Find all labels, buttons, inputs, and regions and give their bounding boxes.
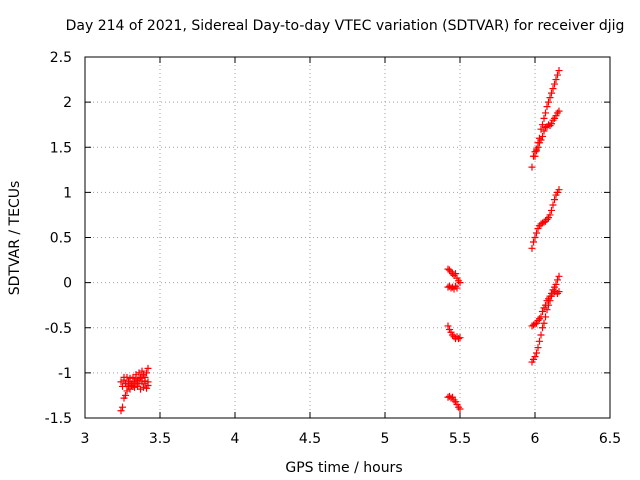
data-point-marker (444, 322, 452, 330)
data-point-marker (530, 238, 537, 246)
data-point-marker (552, 76, 560, 84)
data-point-marker (447, 284, 455, 292)
data-point-marker (539, 308, 546, 316)
data-point-marker (543, 306, 551, 314)
data-point-marker (551, 196, 558, 204)
data-point-marker (141, 377, 149, 385)
data-point-marker (548, 206, 555, 214)
data-point-marker (131, 383, 138, 391)
data-point-marker (555, 272, 563, 280)
data-point-marker (138, 367, 146, 375)
chart-title: Day 214 of 2021, Sidereal Day-to-day VTE… (66, 18, 625, 34)
data-point-marker (546, 297, 554, 305)
data-point-marker (126, 374, 134, 382)
data-point-marker (540, 319, 548, 327)
x-tick-label: 6.5 (599, 431, 621, 447)
data-point-marker (539, 132, 546, 140)
data-point-marker (545, 121, 552, 129)
y-tick-label: 1 (63, 185, 72, 201)
data-point-marker (455, 335, 462, 343)
x-axis-tick-labels: 3 3.5 4 4.5 5 5.5 6 6.5 (81, 431, 622, 447)
data-point-marker (117, 378, 125, 386)
data-point-marker (536, 337, 543, 345)
data-point-marker (546, 211, 554, 219)
data-point-marker (533, 147, 540, 155)
data-point-marker (551, 80, 558, 88)
x-tick-label: 5.5 (449, 431, 471, 447)
data-point-marker (540, 114, 548, 122)
data-point-marker (540, 127, 548, 135)
grid (85, 57, 610, 418)
data-point-marker (531, 152, 539, 160)
data-point-marker (548, 120, 555, 128)
data-point-marker (555, 186, 563, 194)
data-point-marker (548, 89, 555, 97)
data-point-marker (555, 67, 563, 75)
y-tick-label: 0.5 (50, 231, 72, 247)
data-point-marker (545, 98, 552, 106)
plot-area-frame (84, 56, 611, 419)
data-point-marker (534, 143, 542, 151)
y-tick-label: -1.5 (45, 411, 72, 427)
data-point-marker (140, 383, 147, 391)
y-tick-label: 1.5 (50, 140, 72, 156)
data-point-marker (549, 85, 557, 93)
data-point-marker (456, 334, 464, 342)
data-point-marker (555, 107, 563, 115)
data-point-marker (537, 331, 545, 339)
data-point-marker (531, 320, 539, 328)
x-tick-label: 4.5 (299, 431, 321, 447)
data-point-marker (542, 109, 549, 117)
axis-ticks (84, 56, 611, 419)
y-tick-label: -1 (58, 366, 72, 382)
y-axis-tick-labels: -1.5 -1 -0.5 0 0.5 1 1.5 2 2.5 (45, 50, 72, 427)
data-point-marker (539, 324, 546, 332)
x-tick-label: 3 (81, 431, 90, 447)
x-axis-label: GPS time / hours (285, 460, 402, 476)
y-tick-label: 2.5 (50, 50, 72, 66)
x-tick-label: 3.5 (149, 431, 171, 447)
x-tick-label: 5 (381, 431, 390, 447)
data-point-marker (129, 382, 137, 390)
data-points (117, 67, 563, 415)
data-point-marker (537, 136, 545, 144)
data-point-marker (531, 353, 539, 361)
data-point-marker (456, 279, 464, 287)
x-tick-label: 4 (231, 431, 240, 447)
data-point-marker (534, 344, 542, 352)
data-point-marker (453, 284, 461, 292)
data-point-marker (452, 270, 459, 278)
y-tick-label: -0.5 (45, 321, 72, 337)
data-point-marker (143, 369, 150, 377)
data-point-marker (555, 288, 563, 296)
data-point-marker (528, 244, 536, 252)
data-point-marker (543, 103, 551, 111)
data-point-marker (528, 163, 536, 171)
data-point-marker (456, 405, 464, 413)
data-point-marker (144, 364, 152, 372)
data-point-marker (120, 373, 128, 381)
data-point-marker (533, 349, 540, 357)
data-point-marker (122, 391, 129, 399)
data-point-marker (546, 94, 554, 102)
data-point-marker (119, 403, 126, 411)
x-tick-label: 6 (531, 431, 540, 447)
y-tick-label: 2 (63, 95, 72, 111)
data-point-marker (117, 407, 125, 415)
data-point-marker (531, 234, 539, 241)
data-point-marker (554, 276, 561, 284)
data-point-marker (549, 201, 557, 209)
data-point-marker (545, 301, 552, 309)
y-tick-label: 0 (63, 276, 72, 292)
y-axis-label: SDTVAR / TECUs (7, 181, 23, 296)
data-point-marker (554, 71, 561, 79)
data-point-marker (144, 382, 152, 390)
data-point-marker (552, 280, 560, 288)
data-point-marker (533, 229, 540, 237)
data-point-marker (542, 313, 549, 321)
